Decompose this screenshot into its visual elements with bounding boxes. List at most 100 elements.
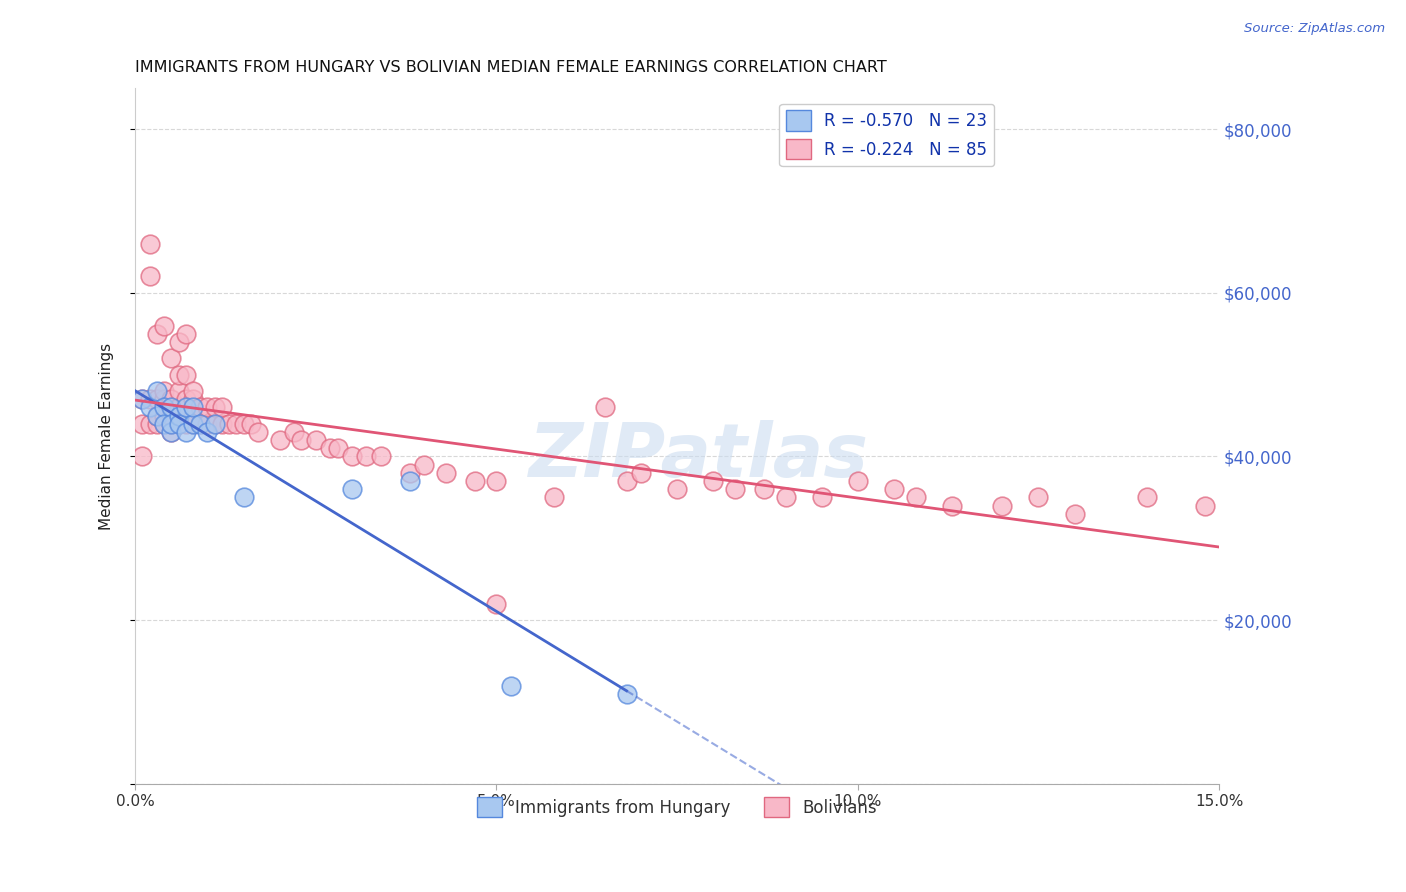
Point (290, 433, 312, 447)
Point (174, 409, 197, 423)
Point (188, 401, 211, 415)
Point (941, 499, 963, 513)
Text: ZIPatlas: ZIPatlas (529, 420, 869, 493)
Point (160, 425, 183, 439)
Point (181, 409, 204, 423)
Point (138, 401, 160, 415)
Point (283, 425, 305, 439)
Point (167, 401, 190, 415)
Point (485, 474, 508, 488)
Point (269, 433, 291, 447)
Point (131, 450, 153, 464)
Point (146, 409, 169, 423)
Point (499, 679, 522, 693)
Point (181, 417, 204, 431)
Point (160, 409, 183, 423)
Point (174, 401, 197, 415)
Point (340, 482, 363, 496)
Point (413, 458, 436, 472)
Point (239, 417, 262, 431)
Point (188, 417, 211, 431)
Point (204, 417, 226, 431)
Point (138, 269, 160, 284)
Point (181, 384, 204, 398)
Point (153, 318, 176, 333)
Point (702, 474, 724, 488)
Point (146, 417, 169, 431)
Point (146, 409, 169, 423)
Point (232, 491, 254, 505)
Point (464, 474, 486, 488)
Point (1136, 491, 1159, 505)
Point (211, 401, 233, 415)
Point (181, 417, 204, 431)
Point (616, 474, 638, 488)
Point (204, 401, 226, 415)
Point (593, 401, 616, 415)
Point (775, 491, 797, 505)
Point (153, 401, 176, 415)
Point (160, 417, 183, 431)
Point (167, 334, 190, 349)
Point (1194, 499, 1216, 513)
Point (153, 417, 176, 431)
Point (398, 474, 420, 488)
Point (174, 417, 197, 431)
Point (160, 392, 183, 407)
Point (131, 392, 153, 407)
Point (153, 409, 176, 423)
Point (174, 392, 197, 407)
Point (197, 425, 219, 439)
Point (204, 417, 226, 431)
Point (138, 392, 160, 407)
Point (160, 417, 183, 431)
Point (225, 417, 247, 431)
Text: IMMIGRANTS FROM HUNGARY VS BOLIVIAN MEDIAN FEMALE EARNINGS CORRELATION CHART: IMMIGRANTS FROM HUNGARY VS BOLIVIAN MEDI… (135, 60, 887, 75)
Point (752, 482, 775, 496)
Point (146, 392, 169, 407)
Point (211, 417, 233, 431)
Point (167, 417, 190, 431)
Point (247, 425, 270, 439)
Point (167, 409, 190, 423)
Point (319, 442, 342, 456)
Point (630, 466, 652, 480)
Point (146, 326, 169, 341)
Point (167, 409, 190, 423)
Point (174, 401, 197, 415)
Point (434, 466, 457, 480)
Point (153, 401, 176, 415)
Point (305, 433, 328, 447)
Point (398, 466, 420, 480)
Point (131, 392, 153, 407)
Point (1028, 491, 1050, 505)
Point (197, 401, 219, 415)
Point (810, 491, 832, 505)
Point (160, 401, 183, 415)
Point (138, 417, 160, 431)
Point (131, 417, 153, 431)
Point (181, 401, 204, 415)
Point (167, 417, 190, 431)
Point (153, 384, 176, 398)
Point (218, 417, 240, 431)
Point (1063, 507, 1085, 521)
Point (174, 326, 197, 341)
Point (146, 384, 169, 398)
Point (340, 450, 363, 464)
Point (174, 368, 197, 382)
Point (370, 450, 392, 464)
Point (167, 368, 190, 382)
Point (160, 351, 183, 366)
Point (181, 392, 204, 407)
Point (167, 384, 190, 398)
Point (724, 482, 747, 496)
Point (153, 392, 176, 407)
Point (846, 474, 869, 488)
Point (232, 417, 254, 431)
Point (356, 450, 378, 464)
Point (326, 442, 349, 456)
Point (138, 236, 160, 251)
Point (883, 482, 905, 496)
Point (991, 499, 1014, 513)
